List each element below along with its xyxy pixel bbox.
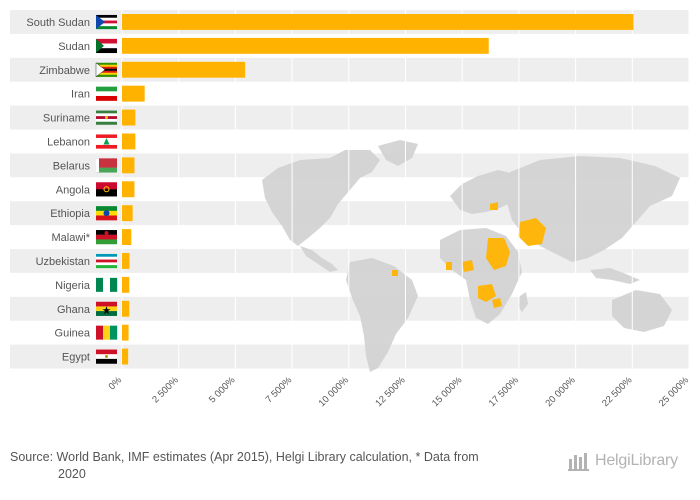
map-greenland <box>378 140 418 166</box>
map-central-america <box>300 246 338 272</box>
source-note: Source: World Bank, IMF estimates (Apr 2… <box>10 449 550 483</box>
category-label: Zimbabwe <box>39 65 90 77</box>
guinea-flag <box>96 325 118 340</box>
map-australia <box>612 290 672 332</box>
map-highlight-suriname <box>392 270 398 276</box>
map-south-america <box>346 258 418 372</box>
library-logo-icon <box>568 453 589 471</box>
lebanon-flag <box>96 134 117 149</box>
bar[interactable] <box>122 324 129 341</box>
map-highlight-iran <box>518 218 546 246</box>
map-madagascar <box>518 292 528 312</box>
x-tick-label: 12 500% <box>373 374 408 409</box>
flags <box>95 14 118 364</box>
map-highlight-belarus <box>490 202 498 210</box>
x-tick-label: 5 000% <box>207 374 238 405</box>
category-label: Lebanon <box>47 136 90 148</box>
bar-chart: South Sudan Sudan Zimbabwe Iran Suriname Leba… <box>10 10 692 409</box>
south-sudan-flag <box>96 14 117 30</box>
category-label: Sudan <box>58 41 90 53</box>
logo-text: HelgiLibrary <box>595 452 678 469</box>
category-label: Uzbekistan <box>36 256 90 268</box>
category-label: Guinea <box>55 328 91 340</box>
x-tick-label: 2 500% <box>150 374 181 405</box>
ethiopia-flag <box>96 206 117 221</box>
x-tick-label: 25 000% <box>657 374 692 409</box>
world-map-background <box>262 140 680 372</box>
category-label: South Sudan <box>26 17 90 29</box>
bar[interactable] <box>122 253 130 269</box>
category-label: Iran <box>71 89 90 101</box>
nigeria-flag <box>96 277 118 292</box>
bar[interactable] <box>122 85 145 102</box>
malawi-flag <box>96 230 117 245</box>
source-line-1: Source: World Bank, IMF estimates (Apr 2… <box>10 450 479 464</box>
map-highlight-ghana <box>446 262 452 270</box>
map-europe <box>450 170 520 214</box>
category-label: Ethiopia <box>50 208 91 220</box>
map-highlight-angola <box>478 284 496 302</box>
map-indonesia <box>590 268 640 284</box>
belarus-flag <box>96 158 117 173</box>
x-tick-label: 7 500% <box>264 374 295 405</box>
uzbekistan-flag <box>96 253 117 269</box>
bars <box>122 14 634 365</box>
x-axis-ticks: 0% 2 500% 5 000% 7 500% 10 000% 12 500% 15 000… <box>107 374 692 409</box>
map-highlight-sudan <box>486 238 510 270</box>
iran-flag <box>96 86 117 101</box>
category-label: Suriname <box>43 113 90 125</box>
category-label: Nigeria <box>55 280 91 292</box>
map-highlight-nigeria <box>462 260 474 272</box>
bar[interactable] <box>122 61 246 78</box>
category-label: Angola <box>56 184 91 196</box>
category-label: Malawi* <box>51 232 90 244</box>
bar[interactable] <box>122 157 135 174</box>
bar[interactable] <box>122 181 135 198</box>
map-highlight-zimbabwe <box>492 298 502 308</box>
map-north-america <box>262 150 380 246</box>
category-label: Egypt <box>62 352 90 364</box>
map-asia <box>506 156 680 262</box>
x-tick-label: 0% <box>107 374 125 392</box>
bar[interactable] <box>122 109 136 126</box>
suriname-flag <box>96 110 117 125</box>
source-line-2: 2020 <box>58 467 86 481</box>
bar[interactable] <box>122 300 130 317</box>
bar[interactable] <box>122 205 133 222</box>
bar[interactable] <box>122 276 130 293</box>
bar[interactable] <box>122 14 634 30</box>
egypt-flag <box>96 349 117 364</box>
x-tick-label: 22 500% <box>600 374 635 409</box>
bar[interactable] <box>122 133 136 150</box>
zimbabwe-flag <box>95 62 117 78</box>
ghana-flag <box>96 301 117 316</box>
sudan-flag <box>96 38 117 54</box>
x-tick-label: 10 000% <box>317 374 352 409</box>
x-tick-label: 17 500% <box>487 374 522 409</box>
helgi-library-logo[interactable]: HelgiLibrary <box>568 450 678 472</box>
bar[interactable] <box>122 37 489 54</box>
category-label: Ghana <box>57 304 91 316</box>
angola-flag <box>96 182 117 197</box>
bar[interactable] <box>122 229 132 245</box>
category-labels: South Sudan Sudan Zimbabwe Iran Suriname Leba… <box>26 17 91 364</box>
bar[interactable] <box>122 348 129 365</box>
category-label: Belarus <box>53 160 91 172</box>
x-tick-label: 15 000% <box>430 374 465 409</box>
x-tick-label: 20 000% <box>543 374 578 409</box>
